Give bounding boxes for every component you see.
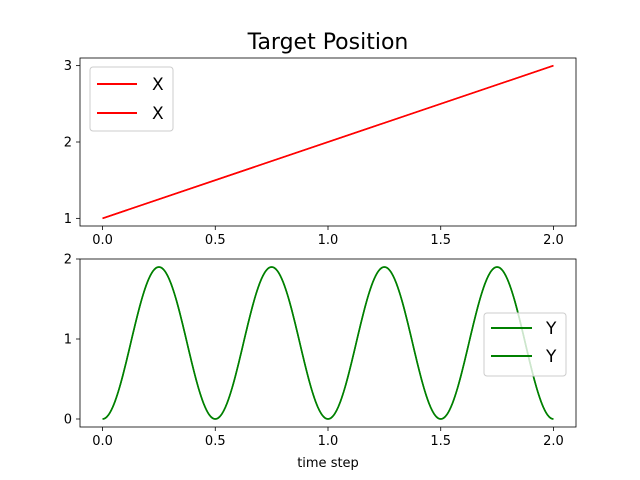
top-ytick-label: 3: [64, 59, 72, 74]
legend-label-y-2: Y: [545, 347, 557, 367]
top-legend: X X: [89, 66, 174, 132]
bottom-axes-lines: [102, 266, 554, 420]
chart-title: Target Position: [247, 30, 409, 55]
bottom-xtick-label: 0.5: [205, 434, 226, 449]
top-series-line-x-2: [102, 64, 554, 220]
bottom-xtick-label: 1.5: [430, 434, 451, 449]
top-xtick-label: 1.5: [430, 233, 451, 248]
top-xtick-label: 2.0: [543, 233, 564, 248]
bottom-axes-ticks: 0.0 0.5 1.0 1.5 2.0 0 1 2: [64, 253, 564, 450]
legend-label-x-2: X: [152, 104, 164, 124]
bottom-xtick-label: 2.0: [543, 434, 564, 449]
top-axes-lines: [102, 64, 554, 220]
top-ytick-label: 2: [64, 136, 72, 151]
top-ytick-label: 1: [64, 212, 72, 227]
top-subplot: 0.0 0.5 1.0 1.5 2.0 1 2 3 X X: [64, 57, 577, 248]
bottom-ytick-label: 2: [64, 253, 72, 268]
bottom-subplot: 0.0 0.5 1.0 1.5 2.0 0 1 2 time step Y Y: [64, 253, 577, 471]
top-xtick-label: 0.5: [205, 233, 226, 248]
legend-label-y-1: Y: [545, 319, 557, 339]
bottom-series-line-y-2: [102, 266, 554, 420]
bottom-xtick-label: 0.0: [92, 434, 113, 449]
top-xtick-label: 1.0: [318, 233, 339, 248]
legend-label-x-1: X: [152, 75, 164, 95]
bottom-legend: Y Y: [483, 312, 567, 377]
bottom-ytick-label: 0: [64, 413, 72, 428]
bottom-ytick-label: 1: [64, 333, 72, 348]
top-xtick-label: 0.0: [92, 233, 113, 248]
bottom-xtick-label: 1.0: [318, 434, 339, 449]
x-axis-label: time step: [297, 456, 359, 471]
top-axes-ticks: 0.0 0.5 1.0 1.5 2.0 1 2 3: [64, 59, 564, 248]
